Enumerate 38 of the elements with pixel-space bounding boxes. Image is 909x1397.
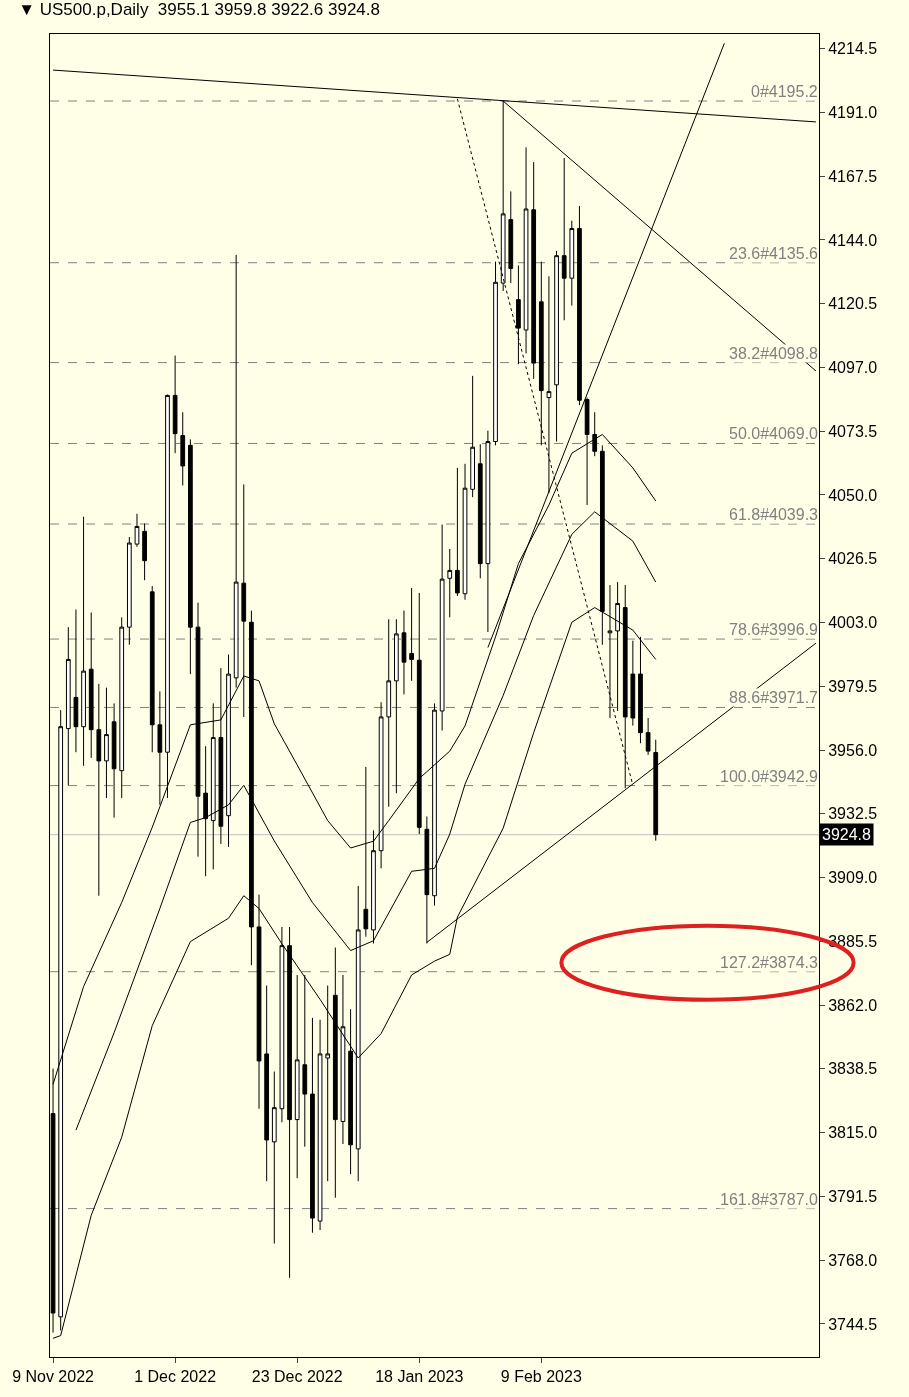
y-tick-label: 3768.0 xyxy=(828,1251,878,1269)
x-tick-label: 1 Dec 2022 xyxy=(134,1368,217,1386)
y-tick-label: 4097.0 xyxy=(828,359,878,377)
ref-line-label: 161.8#3787.0 xyxy=(720,1191,818,1208)
y-tick-label: 3791.5 xyxy=(828,1187,878,1205)
y-tick-label: 4191.0 xyxy=(828,104,878,122)
ref-line-label: 78.6#3996.9 xyxy=(729,621,819,638)
ref-line-label: 100.0#3942.9 xyxy=(720,768,818,785)
ref-line-label: 0#4195.2 xyxy=(751,83,818,100)
y-tick-label: 3862.0 xyxy=(828,996,878,1014)
y-tick-label: 4214.5 xyxy=(828,40,878,58)
y-tick-label: 4073.5 xyxy=(828,422,878,440)
y-tick-label: 4144.0 xyxy=(828,231,878,249)
ref-line-label: 23.6#4135.6 xyxy=(729,245,819,262)
y-tick-label: 3932.5 xyxy=(828,805,878,823)
y-tick-label: 4003.0 xyxy=(828,614,878,632)
y-tick-label: 3744.5 xyxy=(828,1315,878,1333)
x-tick-label: 23 Dec 2022 xyxy=(251,1368,343,1386)
chart-title: ▼ US500.p,Daily 3955.1 3959.8 3922.6 3924.8 xyxy=(18,0,381,19)
ref-line-label: 3924.8 xyxy=(822,826,872,843)
y-tick-label: 3885.5 xyxy=(828,932,878,950)
ref-line-label: 88.6#3971.7 xyxy=(729,689,819,706)
y-tick-label: 3909.0 xyxy=(828,869,878,887)
ref-line-label: 38.2#4098.8 xyxy=(729,345,819,362)
y-tick-label: 3815.0 xyxy=(828,1124,878,1142)
x-tick-label: 18 Jan 2023 xyxy=(375,1368,464,1386)
ref-line-label: 127.2#3874.3 xyxy=(720,954,818,971)
y-tick-label: 4167.5 xyxy=(828,167,878,185)
ref-line-label: 50.0#4069.0 xyxy=(729,425,819,442)
y-tick-label: 4050.0 xyxy=(828,486,878,504)
y-tick-label: 4120.5 xyxy=(828,295,878,313)
y-tick-label: 3838.5 xyxy=(828,1060,878,1078)
x-tick-label: 9 Feb 2023 xyxy=(500,1368,582,1386)
y-tick-label: 3979.5 xyxy=(828,677,878,695)
ref-line-label: 61.8#4039.3 xyxy=(729,506,819,523)
y-tick-label: 3956.0 xyxy=(828,741,878,759)
x-tick-label: 9 Nov 2022 xyxy=(12,1368,95,1386)
y-tick-label: 4026.5 xyxy=(828,550,878,568)
